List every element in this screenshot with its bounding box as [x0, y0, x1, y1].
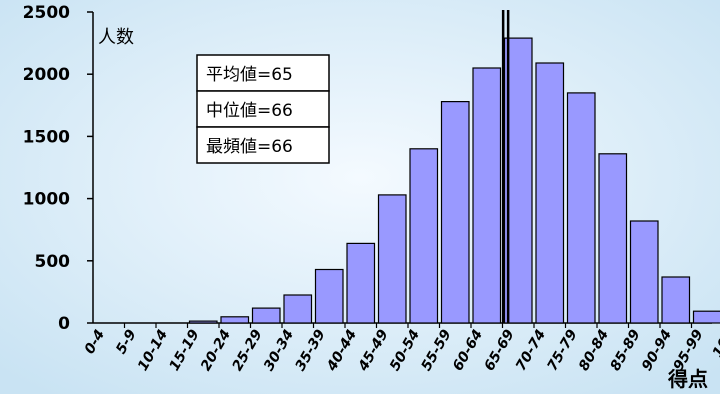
bar-85-89	[629, 220, 659, 324]
stat-mode: 最頻値=66	[206, 137, 293, 157]
bar-15-19	[188, 320, 218, 324]
stat-box-mean	[196, 54, 330, 92]
bar-35-39	[314, 268, 344, 324]
stat-mean: 平均値=65	[206, 65, 293, 85]
y-axis-label: 人数	[98, 27, 134, 48]
bar-75-79	[566, 92, 596, 324]
bar-90-94	[661, 276, 691, 324]
bar-30-34	[283, 294, 313, 324]
bar-60-64	[472, 67, 502, 324]
bar-50-54	[409, 148, 439, 324]
stat-median: 中位値=66	[206, 101, 293, 121]
bar-25-29	[251, 307, 281, 324]
bar-45-49	[377, 194, 407, 324]
y-tick-label-2: 1000	[23, 190, 70, 210]
bar-70-74	[535, 62, 565, 324]
y-tick-label-3: 1500	[23, 127, 70, 147]
bar-40-44	[346, 242, 376, 324]
bar-20-24	[220, 316, 250, 324]
stat-box-median	[196, 90, 330, 128]
x-axis-label: 得点	[667, 367, 708, 391]
y-tick-label-0: 0	[58, 314, 70, 334]
stat-box-mode	[196, 126, 330, 164]
y-tick-label-5: 2500	[23, 3, 70, 23]
y-tick-label-1: 500	[35, 252, 71, 272]
bar-80-84	[598, 153, 628, 324]
y-tick-label-4: 2000	[23, 65, 70, 85]
bar-95-99	[692, 310, 720, 324]
stats-legend: 平均値=65 中位値=66 最頻値=66	[196, 54, 330, 164]
bar-55-59	[440, 100, 470, 324]
x-tick-label-20: 100	[710, 327, 720, 361]
